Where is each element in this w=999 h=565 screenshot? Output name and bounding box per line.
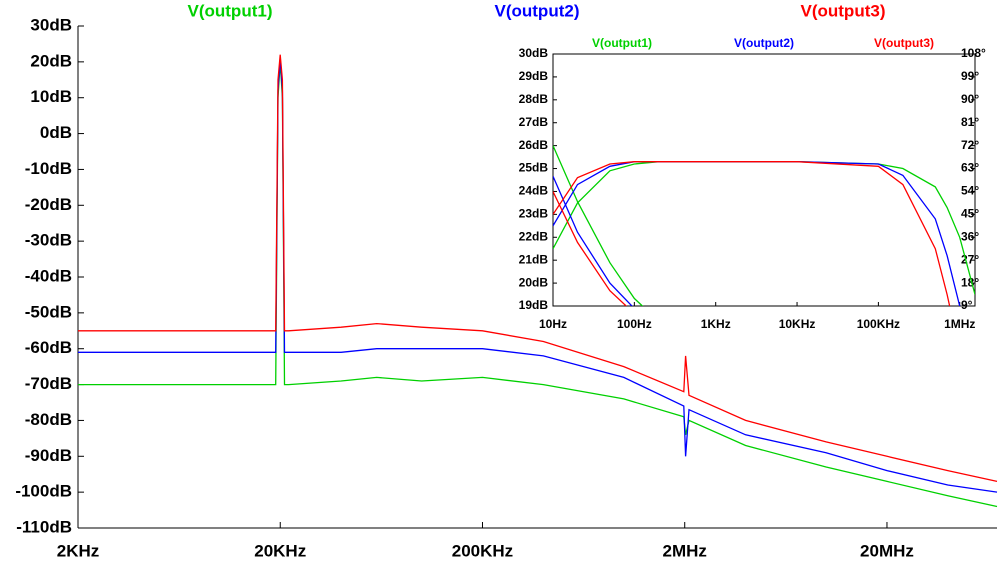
y-tick-label: 0dB: [40, 123, 72, 142]
y-tick-label: 26dB: [519, 138, 549, 152]
y-tick-label: 22dB: [519, 229, 549, 243]
y-tick-label: -60dB: [25, 338, 72, 357]
y-tick-label: -30dB: [25, 231, 72, 250]
y2-tick-label: 81°: [961, 115, 979, 129]
y2-tick-label: 27°: [961, 252, 979, 266]
y2-tick-label: 90°: [961, 92, 979, 106]
phase-trace: [553, 175, 633, 306]
x-tick-label: 2MHz: [663, 541, 707, 560]
y2-tick-label: 108°: [961, 46, 986, 60]
y-tick-label: 23dB: [519, 207, 549, 221]
y-tick-label: -70dB: [25, 374, 72, 393]
y-tick-label: 28dB: [519, 92, 549, 106]
y-tick-label: -90dB: [25, 446, 72, 465]
y2-tick-label: 99°: [961, 69, 979, 83]
x-tick-label: 100Hz: [617, 317, 652, 331]
legend-label: V(output1): [188, 1, 273, 20]
x-tick-label: 100KHz: [857, 317, 900, 331]
x-tick-label: 10Hz: [539, 317, 567, 331]
legend-label: V(output2): [495, 1, 580, 20]
y2-tick-label: 18°: [961, 275, 979, 289]
x-tick-label: 20MHz: [860, 541, 914, 560]
trace: [78, 54, 998, 483]
y-tick-label: 10dB: [30, 87, 72, 106]
y-tick-label: 24dB: [519, 184, 549, 198]
y2-tick-label: 36°: [961, 229, 979, 243]
phase-trace: [553, 145, 644, 306]
y-tick-label: 19dB: [519, 298, 549, 312]
y-tick-label: 30dB: [30, 15, 72, 34]
x-tick-label: 10KHz: [779, 317, 816, 331]
y-tick-label: -10dB: [25, 159, 72, 178]
y2-tick-label: 72°: [961, 138, 979, 152]
legend-label: V(output1): [592, 36, 652, 50]
x-tick-label: 1MHz: [944, 317, 975, 331]
x-tick-label: 20KHz: [254, 541, 306, 560]
y-tick-label: -110dB: [16, 517, 72, 536]
legend-label: V(output3): [801, 1, 886, 20]
y-tick-label: 27dB: [519, 115, 549, 129]
x-tick-label: 1KHz: [701, 317, 731, 331]
y2-tick-label: 54°: [961, 184, 979, 198]
trace: [553, 161, 951, 306]
inset-frame: [552, 53, 976, 307]
y-tick-label: -40dB: [25, 266, 72, 285]
y-tick-label: 21dB: [519, 252, 549, 266]
y-tick-label: -50dB: [25, 302, 72, 321]
phase-trace: [553, 191, 628, 306]
y-tick-label: 20dB: [30, 51, 72, 70]
legend-label: V(output3): [874, 36, 934, 50]
y2-tick-label: 45°: [961, 207, 979, 221]
y-tick-label: 30dB: [519, 46, 549, 60]
y2-tick-label: 63°: [961, 161, 979, 175]
y-tick-label: 25dB: [519, 161, 549, 175]
y2-tick-label: 9°: [961, 298, 973, 312]
x-tick-label: 2KHz: [57, 541, 100, 560]
x-tick-label: 200KHz: [452, 541, 513, 560]
y-tick-label: -80dB: [25, 410, 72, 429]
y-tick-label: 20dB: [519, 275, 549, 289]
legend-label: V(output2): [734, 36, 794, 50]
y-tick-label: -100dB: [15, 482, 72, 501]
y-tick-label: 29dB: [519, 69, 549, 83]
y-tick-label: -20dB: [25, 195, 72, 214]
